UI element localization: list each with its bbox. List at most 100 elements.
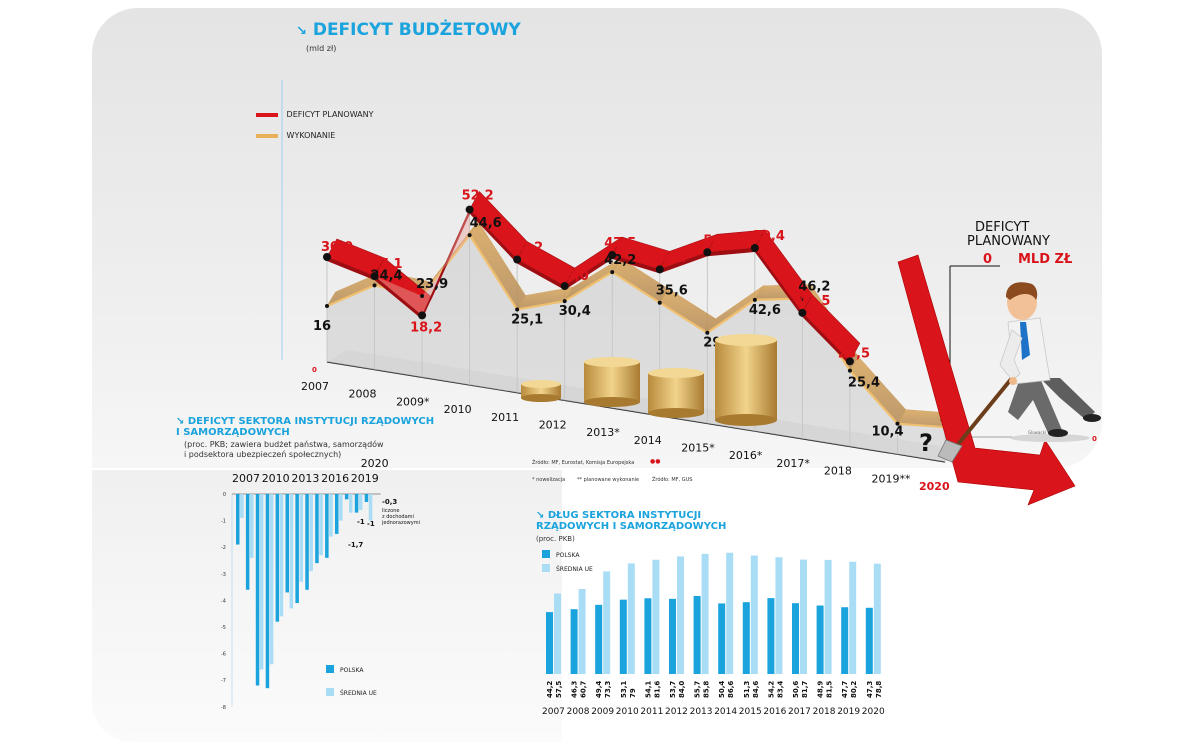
planned-segment-edge (659, 252, 708, 274)
actual-value-label: 44,6 (470, 216, 502, 231)
year-label: 2011 (491, 411, 519, 424)
planned-value-label: 27,1 (371, 257, 403, 272)
deficit-chart-title-text: DEFICYT SEKTORA INSTYTUCJI RZĄDOWYCH I S… (176, 416, 435, 438)
planned-segment-edge (802, 312, 850, 366)
year-label: 2014 (634, 434, 662, 447)
planned-segment-edge (517, 259, 565, 291)
planned-dot (370, 272, 379, 281)
year-label: 2017* (776, 457, 810, 470)
debt-chart-title-text: DŁUG SEKTORA INSTYTUCJI RZĄDOWYCH I SAMO… (536, 510, 727, 532)
planned-dot (323, 253, 331, 261)
actual-value-label: 23,9 (416, 277, 448, 292)
deficit-chart-title: ↘ DEFICYT SEKTORA INSTYTUCJI RZĄDOWYCH I… (176, 416, 436, 438)
year-label: 2015* (681, 442, 715, 455)
debt-chart-title: ↘ DŁUG SEKTORA INSTYTUCJI RZĄDOWYCH I SA… (536, 510, 746, 532)
man-with-shovel-illustration (937, 282, 1101, 463)
callout-zero: 0 (983, 252, 992, 267)
legend-actual-label: WYKONANIE (286, 131, 336, 140)
actual-value-label: 25,4 (848, 376, 880, 391)
actual-dot (325, 304, 329, 308)
year-label: 2007 (301, 380, 329, 393)
actual-value-label: 46,2 (798, 280, 830, 295)
coin-stack-small (521, 380, 561, 402)
year-label: 2012 (539, 418, 567, 431)
actual-dot (895, 421, 900, 426)
deficit-chart-subtitle: (proc. PKB; zawiera budżet państwa, samo… (184, 440, 384, 459)
footnote-nowelizacja: * nowelizacja (532, 477, 566, 483)
planned-segment-edge (754, 248, 803, 317)
coin-stack-medium2 (648, 368, 704, 418)
footnote-source2: Źródło: MF, GUS (652, 477, 693, 483)
actual-value-label: 24,4 (371, 268, 403, 283)
planned-segment-edge (707, 248, 755, 257)
main-title: ↘ DEFICYT BUDŻETOWY (296, 20, 521, 40)
planned-value-label: 40,2 (511, 240, 543, 255)
actual-value-label: 30,4 (559, 304, 591, 319)
signature: Glowacki (1028, 430, 1046, 435)
actual-value-label: 35,6 (656, 284, 688, 299)
planned-dot (655, 265, 664, 274)
legend-planned-label: DEFICYT PLANOWANY (286, 110, 374, 119)
callout-line2: PLANOWANY (967, 234, 1050, 249)
arrow-icon: ↘ (176, 416, 185, 427)
actual-dot (467, 233, 472, 238)
planned-segment-edge (564, 255, 613, 291)
planned-value-label: 52,2 (462, 189, 494, 204)
right-zero: 0 (1092, 435, 1097, 443)
year-label: 2008 (349, 388, 377, 401)
arrow-icon: ↘ (296, 24, 307, 39)
actual-curtain (327, 235, 945, 462)
actual-dot (372, 283, 377, 288)
planned-value-label: 28,5 (838, 346, 870, 361)
actual-dot (752, 297, 757, 302)
planned-segment-edge (374, 276, 423, 320)
callout-unit: MLD ZŁ (1018, 252, 1072, 267)
coin-stack-large (715, 334, 777, 426)
planned-segment-edge (327, 257, 375, 281)
year-label: 2018 (824, 465, 852, 478)
legend-actual: WYKONANIE (256, 131, 335, 140)
planned-value-label: 47,5 (604, 236, 636, 251)
arrow-icon: ↘ (536, 510, 545, 521)
actual-dot (847, 368, 852, 373)
coin-stacks (521, 334, 777, 426)
year-label: 2016* (729, 449, 763, 462)
planned-segment (802, 294, 861, 362)
falling-arrow (897, 254, 1076, 506)
actual-dot (800, 296, 805, 301)
data-labels: 30,0 27,1 18,2 52,2 40,2 35,0 47,5 46,1 54,7 59,4… (313, 189, 957, 440)
legend-swatch-gold (256, 133, 278, 138)
callout-line1: DEFICYT (975, 220, 1029, 235)
coin-stack-medium (584, 357, 640, 407)
actual-value-label: 25,1 (511, 313, 543, 328)
planned-dot (845, 357, 854, 366)
actual-dot (562, 299, 567, 304)
planned-value-label: 54,7 (703, 233, 735, 248)
main-title-text: DEFICYT BUDŻETOWY (312, 20, 521, 40)
planned-dot (465, 205, 474, 214)
planned-value-label: 59,4 (753, 229, 785, 244)
planned-segment-edge (612, 255, 660, 274)
planned-value-label: 30,0 (321, 240, 353, 255)
footnote-source1: Źródło: MF, Eurostat, Komisja Europejska (532, 460, 635, 466)
question-mark: ? (919, 429, 933, 457)
planned-dot (560, 282, 569, 291)
year-axis-labels: 2007 2008 2009* 2010 2011 2012 2013* 2014 2015* 2… (301, 380, 950, 493)
actual-line (326, 233, 946, 429)
year-label: 2013* (586, 426, 620, 439)
planned-dot (608, 251, 617, 260)
year-label: 2020 (919, 480, 950, 493)
callout: DEFICYT PLANOWANY 0 MLD ZŁ (949, 220, 1072, 440)
year-label: 2009* (396, 395, 430, 408)
actual-dot (515, 307, 520, 312)
actual-value-label: 10,4 (871, 425, 903, 440)
planned-value-label: 46,1 (654, 250, 686, 265)
planned-dot (418, 311, 427, 320)
planned-value-label: 35,0 (557, 269, 589, 284)
main-zero-label: 0 (312, 366, 317, 374)
actual-dot (705, 330, 710, 335)
actual-value-label: 42,6 (749, 303, 781, 318)
actual-dot (420, 293, 425, 298)
